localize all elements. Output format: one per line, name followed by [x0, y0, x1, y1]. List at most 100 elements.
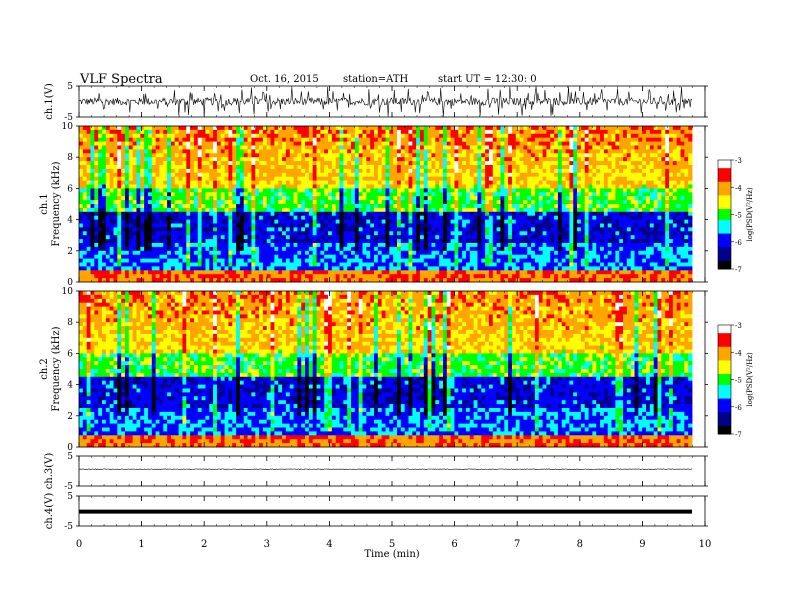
- panel-spec1-cell: [274, 165, 278, 169]
- panel-spec1-cell: [152, 157, 156, 161]
- panel-spec1-cell: [523, 212, 527, 216]
- panel-spec1-cell: [248, 224, 252, 228]
- panel-spec1-cell: [635, 169, 639, 173]
- panel-spec1-cell: [336, 161, 340, 165]
- panel-spec1-cell: [117, 126, 121, 130]
- panel-spec1-cell: [577, 177, 581, 181]
- panel-spec1-cell: [209, 220, 213, 224]
- panel-spec1-cell: [612, 196, 616, 200]
- panel-spec1-cell: [209, 185, 213, 189]
- panel-spec1-cell: [282, 200, 286, 204]
- panel-spec1-cell: [635, 185, 639, 189]
- panel-spec1-cell: [136, 227, 140, 231]
- panel-spec1-cell: [366, 138, 370, 142]
- panel-spec1-cell: [562, 161, 566, 165]
- panel-spec1-cell: [263, 212, 267, 216]
- panel-spec1-cell: [405, 185, 409, 189]
- panel-spec1-cell: [508, 134, 512, 138]
- panel-spec1-cell: [546, 196, 550, 200]
- panel-spec1-cell: [320, 142, 324, 146]
- panel-spec1-cell: [577, 220, 581, 224]
- panel-spec1-cell: [631, 157, 635, 161]
- panel-spec1-cell: [366, 224, 370, 228]
- panel-spec1-cell: [129, 192, 133, 196]
- panel-spec1-cell: [305, 227, 309, 231]
- panel-spec1-cell: [684, 235, 688, 239]
- panel-spec1-cell: [324, 138, 328, 142]
- panel-spec1-cell: [351, 235, 355, 239]
- panel-spec1-cell: [271, 138, 275, 142]
- panel-spec1-cell: [370, 216, 374, 220]
- panel-spec1-cell: [504, 146, 508, 150]
- panel-spec1-cell: [516, 224, 520, 228]
- panel-spec1-cell: [117, 157, 121, 161]
- panel-spec1-cell: [684, 149, 688, 153]
- panel-spec1-cell: [133, 204, 137, 208]
- panel-spec1-cell: [585, 212, 589, 216]
- panel-spec1-cell: [650, 231, 654, 235]
- panel-spec1-cell: [615, 142, 619, 146]
- panel-spec1-cell: [363, 153, 367, 157]
- panel-spec1-cell: [140, 204, 144, 208]
- panel-spec1-cell: [351, 142, 355, 146]
- panel-spec1-cell: [566, 126, 570, 130]
- panel-spec1-cell: [259, 149, 263, 153]
- panel-spec1-cell: [566, 231, 570, 235]
- panel-spec1-cell: [267, 220, 271, 224]
- panel-spec1-cell: [531, 130, 535, 134]
- panel-spec1-cell: [466, 142, 470, 146]
- panel-spec1-cell: [516, 212, 520, 216]
- panel-spec1-cell: [623, 220, 627, 224]
- panel-spec1-cell: [389, 161, 393, 165]
- panel-spec1-cell: [186, 196, 190, 200]
- panel-spec1-cell: [665, 157, 669, 161]
- panel-spec1-cell: [305, 130, 309, 134]
- panel-spec1-cell: [313, 224, 317, 228]
- panel-spec1-cell: [194, 212, 198, 216]
- panel-spec1-cell: [374, 149, 378, 153]
- panel-spec1-cell: [654, 173, 658, 177]
- panel-spec1-cell: [435, 181, 439, 185]
- panel-spec1-cell: [343, 157, 347, 161]
- panel-spec1-cell: [439, 188, 443, 192]
- panel-spec1-cell: [313, 146, 317, 150]
- panel-spec1-cell: [152, 220, 156, 224]
- panel-spec1-cell: [144, 188, 148, 192]
- panel-spec1-cell: [412, 181, 416, 185]
- panel-spec1-cell: [113, 196, 117, 200]
- panel-spec1-cell: [282, 188, 286, 192]
- panel-spec1-cell: [562, 126, 566, 130]
- panel-spec1-cell: [117, 130, 121, 134]
- panel-spec1-cell: [87, 177, 91, 181]
- panel-spec1-cell: [497, 134, 501, 138]
- panel-spec1-cell: [435, 227, 439, 231]
- panel-spec1-cell: [462, 153, 466, 157]
- panel-spec1-cell: [106, 177, 110, 181]
- panel-spec1-cell: [167, 149, 171, 153]
- panel-spec1-cell: [681, 146, 685, 150]
- panel-spec1-cell: [497, 169, 501, 173]
- panel-spec1-cell: [259, 239, 263, 243]
- panel-spec1-cell: [650, 220, 654, 224]
- panel-spec1-cell: [386, 200, 390, 204]
- panel-spec1-cell: [98, 196, 102, 200]
- panel-spec1-cell: [516, 177, 520, 181]
- panel-spec1-cell: [401, 146, 405, 150]
- panel-spec1-cell: [317, 208, 321, 212]
- panel-spec1-cell: [454, 165, 458, 169]
- panel-spec1-cell: [152, 177, 156, 181]
- panel-spec1-cell: [355, 227, 359, 231]
- panel-spec1-cell: [393, 130, 397, 134]
- panel-spec1-cell: [424, 224, 428, 228]
- panel-spec1-cell: [658, 138, 662, 142]
- panel-spec1-cell: [562, 192, 566, 196]
- panel-spec1-cell: [397, 173, 401, 177]
- panel-spec1-cell: [393, 169, 397, 173]
- panel-spec1-cell: [592, 153, 596, 157]
- panel-spec1-cell: [485, 192, 489, 196]
- panel-spec1-cell: [554, 138, 558, 142]
- panel-spec1-cell: [340, 161, 344, 165]
- panel-spec1-cell: [420, 227, 424, 231]
- panel-spec1-cell: [83, 224, 87, 228]
- panel-spec1-cell: [255, 239, 259, 243]
